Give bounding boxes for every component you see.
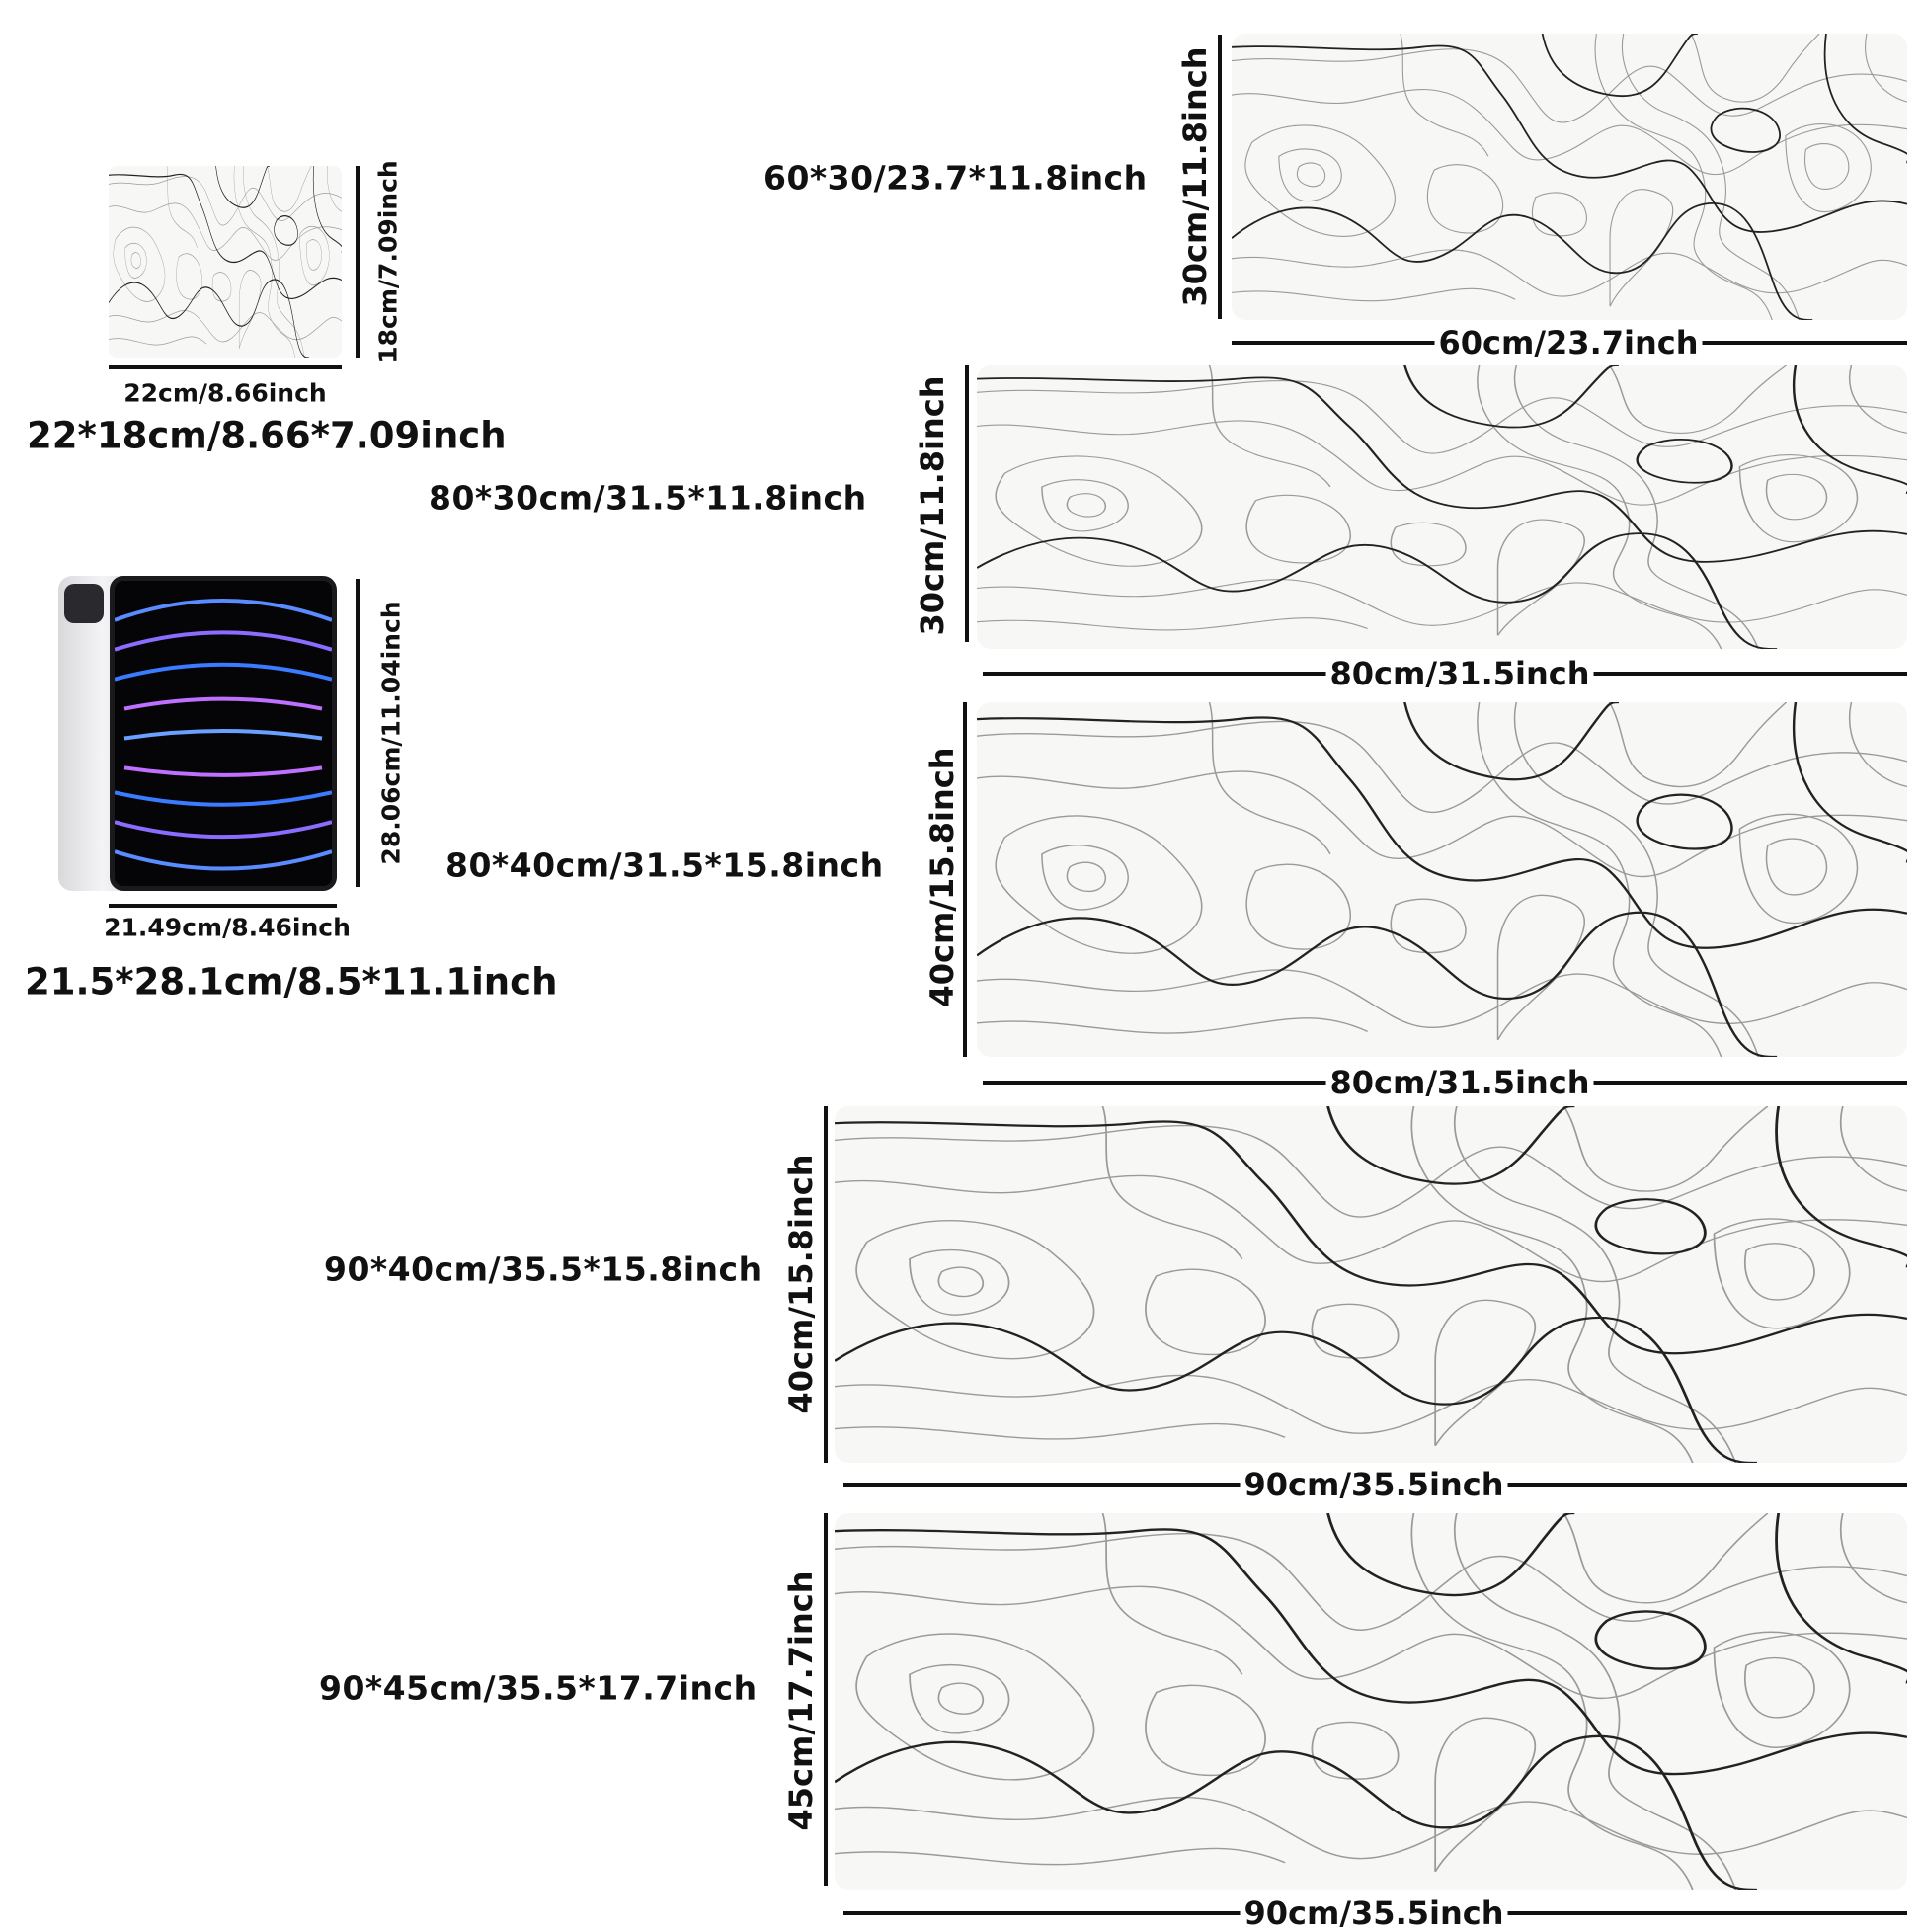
mousepad-90x40-image [835, 1106, 1907, 1463]
height-dimension-line [824, 1513, 828, 1886]
height-label: 40cm/15.8inch [782, 1150, 820, 1418]
size-label: 60*30/23.7*11.8inch [763, 158, 1148, 198]
tablet-image [58, 576, 337, 891]
height-dimension-line [963, 702, 967, 1057]
mousepad-80x30-image [977, 365, 1907, 649]
mousepad-80x40-image [977, 702, 1907, 1057]
width-label: 22cm/8.66inch [120, 378, 331, 408]
width-label: 60cm/23.7inch [1434, 324, 1703, 362]
size-label: 21.5*28.1cm/8.5*11.1inch [25, 960, 558, 1004]
mousepad-60x30-image [1232, 34, 1907, 320]
width-label: 21.49cm/8.46inch [100, 913, 355, 942]
width-dimension-line [109, 365, 342, 369]
mousepad-90x45-image [835, 1513, 1907, 1890]
tablet-screen [110, 576, 337, 891]
size-label: 90*45cm/35.5*17.7inch [319, 1668, 758, 1708]
height-label: 45cm/17.7inch [782, 1567, 820, 1835]
height-dimension-line [356, 166, 360, 358]
width-label: 80cm/31.5inch [1325, 655, 1594, 692]
camera-icon [64, 584, 104, 623]
width-dimension-line [109, 904, 337, 908]
height-label: 18cm/7.09inch [373, 156, 403, 367]
height-dimension-line [1218, 35, 1222, 319]
height-label: 30cm/11.8inch [1176, 42, 1214, 311]
size-label: 80*40cm/31.5*15.8inch [445, 845, 884, 885]
height-dimension-line [965, 365, 969, 642]
small-mousepad-image [109, 166, 342, 358]
height-label: 40cm/15.8inch [923, 743, 961, 1011]
height-label: 28.06cm/11.04inch [376, 597, 406, 869]
height-dimension-line [824, 1106, 828, 1463]
width-label: 90cm/35.5inch [1240, 1466, 1508, 1503]
size-label: 90*40cm/35.5*15.8inch [324, 1249, 762, 1289]
height-dimension-line [356, 579, 360, 887]
height-label: 30cm/11.8inch [914, 371, 951, 640]
width-label: 80cm/31.5inch [1325, 1064, 1594, 1101]
size-label: 80*30cm/31.5*11.8inch [429, 478, 867, 518]
size-label: 22*18cm/8.66*7.09inch [27, 414, 507, 457]
width-label: 90cm/35.5inch [1240, 1894, 1508, 1932]
